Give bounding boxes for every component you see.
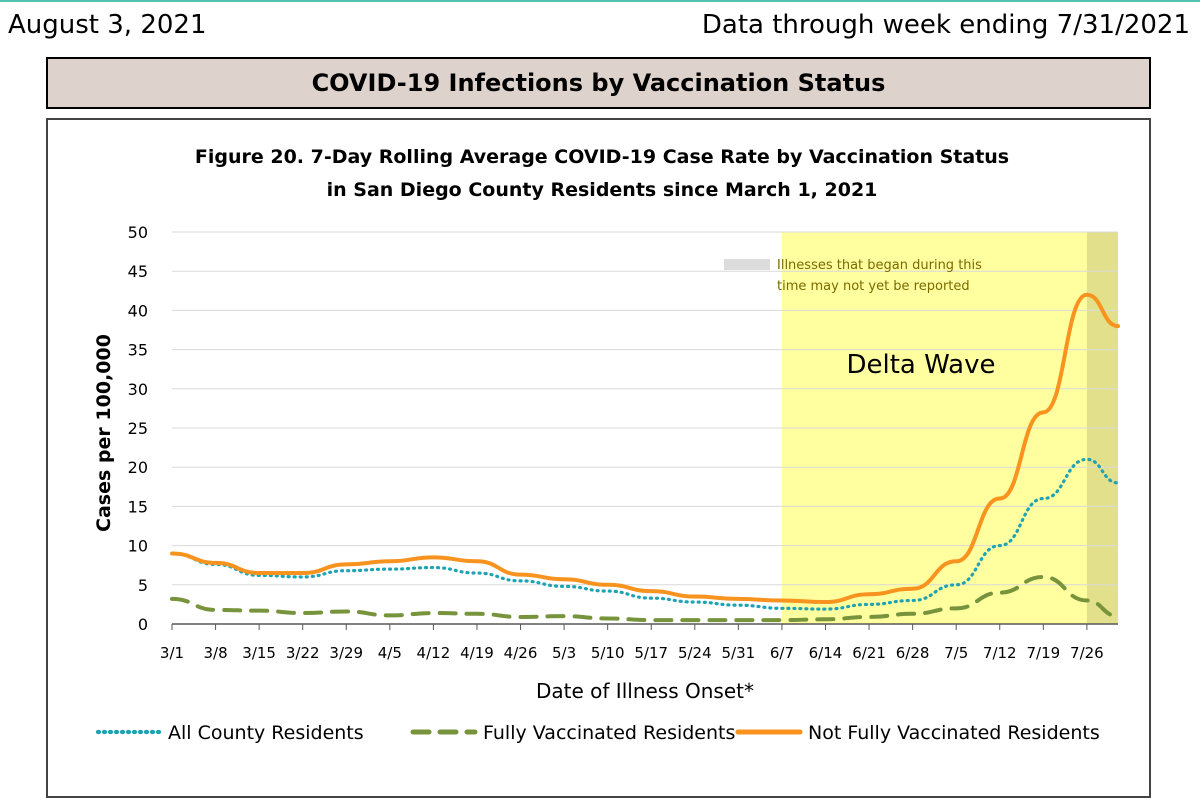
x-tick-label: 7/5	[944, 644, 968, 662]
top-rule	[0, 0, 1200, 2]
x-tick-label: 4/19	[460, 644, 494, 662]
x-tick-label: 3/29	[329, 644, 363, 662]
series-line-not-fully-vaccinated-residents	[170, 292, 1120, 605]
x-tick-label: 3/8	[203, 644, 227, 662]
line-chart: 0 5 10 15 20 25 30 35 40 45 50 3/1 3/8 3/15 3/22 3/29 4/…	[93, 146, 1120, 744]
x-tick-label: 5/31	[722, 644, 756, 662]
x-tick-label: 5/10	[591, 644, 625, 662]
x-tick-label: 7/26	[1070, 644, 1104, 662]
legend: All County Residents Fully Vaccinated Res…	[95, 722, 1100, 744]
y-tick-label: 30	[128, 380, 148, 399]
incomplete-legend-swatch	[724, 259, 770, 270]
chart-frame: 0 5 10 15 20 25 30 35 40 45 50 3/1 3/8 3/15 3/22 3/29 4/…	[46, 118, 1151, 798]
delta-wave-label: Delta Wave	[847, 350, 996, 380]
x-tick-label: 3/15	[242, 644, 276, 662]
x-tick-label: 7/19	[1026, 644, 1060, 662]
x-tick-label: 5/3	[552, 644, 576, 662]
x-tick-label: 6/7	[770, 644, 794, 662]
x-tick-label: 7/12	[983, 644, 1017, 662]
x-tick-label: 5/17	[634, 644, 668, 662]
axes-layer: 0 5 10 15 20 25 30 35 40 45 50 3/1 3/8 3/15 3/22 3/29 4/…	[128, 223, 1118, 662]
y-tick-label: 20	[128, 458, 148, 477]
legend-label-all-county-residents: All County Residents	[168, 722, 364, 744]
y-axis-label: Cases per 100,000	[93, 334, 115, 532]
gridlines	[172, 231, 1118, 586]
series-layer	[170, 292, 1120, 623]
x-tick-label: 4/26	[504, 644, 538, 662]
y-tick-label: 0	[138, 615, 148, 634]
x-tick-label: 6/21	[852, 644, 886, 662]
x-axis-label: Date of Illness Onset*	[536, 679, 754, 703]
y-tick-label: 5	[138, 576, 148, 595]
y-tick-label: 15	[128, 497, 148, 516]
incomplete-note-line2: time may not yet be reported	[777, 279, 970, 294]
chart-title: Figure 20. 7-Day Rolling Average COVID-1…	[195, 146, 1009, 168]
incomplete-note-line1: Illnesses that began during this	[777, 258, 982, 273]
y-tick-label: 25	[128, 419, 148, 438]
y-tick-label: 50	[128, 223, 148, 242]
legend-label-fully-vaccinated-residents: Fully Vaccinated Residents	[483, 722, 735, 744]
y-tick-label: 45	[128, 262, 148, 281]
y-tick-label: 40	[128, 301, 148, 320]
x-tick-label: 3/22	[286, 644, 320, 662]
x-tick-label: 4/12	[417, 644, 451, 662]
section-banner: COVID-19 Infections by Vaccination Statu…	[46, 57, 1151, 109]
legend-label-not-fully-vaccinated-residents: Not Fully Vaccinated Residents	[808, 722, 1100, 744]
x-tick-label: 6/14	[809, 644, 843, 662]
data-through-note: Data through week ending 7/31/2021	[701, 10, 1190, 40]
x-tick-label: 3/1	[160, 644, 184, 662]
y-tick-label: 35	[128, 341, 148, 360]
x-tick-label: 6/28	[896, 644, 930, 662]
series-line-all-county-residents	[170, 457, 1120, 611]
y-tick-label: 10	[128, 537, 148, 556]
x-tick-label: 4/5	[378, 644, 402, 662]
chart-subtitle: in San Diego County Residents since Marc…	[327, 179, 878, 201]
series-line-fully-vaccinated-residents	[170, 574, 1120, 623]
x-tick-label: 5/24	[678, 644, 712, 662]
report-date: August 3, 2021	[8, 10, 207, 40]
